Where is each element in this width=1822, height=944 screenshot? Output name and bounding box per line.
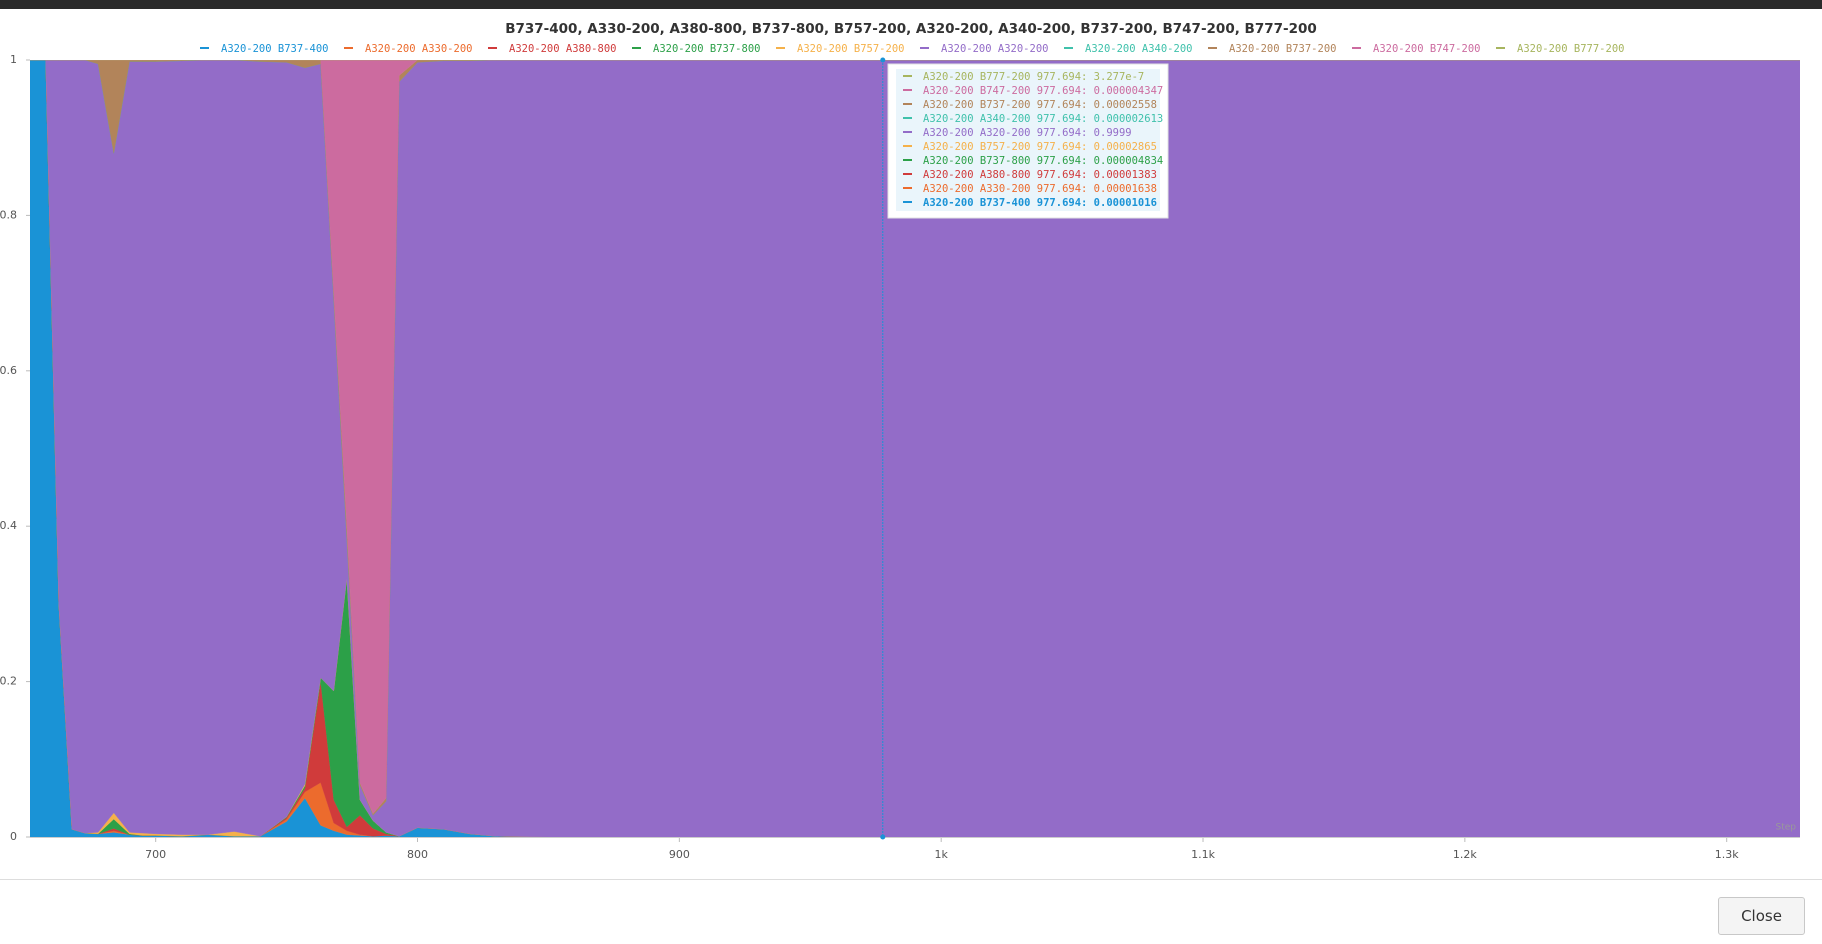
legend-label: A320-200 A320-200 [941, 43, 1048, 55]
y-tick-label: 0.4 [0, 519, 17, 532]
tooltip-row: A320-200 B737-800 977.694: 0.000004834 [923, 155, 1163, 167]
tooltip-row: A320-200 B777-200 977.694: 3.277e-7 [923, 71, 1144, 83]
x-tick-label: 900 [669, 848, 690, 861]
close-button[interactable]: Close [1718, 897, 1805, 935]
x-axis-label: Step [1776, 823, 1797, 833]
legend-label: A320-200 B737-200 [1229, 43, 1336, 55]
tooltip-row: A320-200 B737-200 977.694: 0.00002558 [923, 99, 1157, 111]
legend-label: A320-200 B737-800 [653, 43, 760, 55]
y-tick-label: 0.2 [0, 675, 17, 688]
tooltip-row: A320-200 A320-200 977.694: 0.9999 [923, 127, 1132, 139]
hover-dot [880, 834, 886, 840]
legend-label: A320-200 B737-400 [221, 43, 328, 55]
legend-label: A320-200 A340-200 [1085, 43, 1192, 55]
legend-label: A320-200 B777-200 [1517, 43, 1624, 55]
y-tick-label: 0.8 [0, 208, 17, 221]
y-tick-label: 0.6 [0, 364, 17, 377]
legend-label: A320-200 A380-800 [509, 43, 616, 55]
x-tick-label: 1.2k [1453, 848, 1477, 861]
tooltip-row: A320-200 B757-200 977.694: 0.00002865 [923, 141, 1157, 153]
tooltip-row: A320-200 A340-200 977.694: 0.000002613 [923, 113, 1163, 125]
y-tick-label: 0 [10, 830, 17, 843]
area-series [30, 60, 1800, 816]
tooltip-row: A320-200 A330-200 977.694: 0.00001638 [923, 183, 1157, 195]
area-series [30, 60, 1800, 815]
chart-title: B737-400, A330-200, A380-800, B737-800, … [505, 21, 1317, 37]
tooltip-row: A320-200 B737-400 977.694: 0.00001016 [923, 197, 1157, 209]
tooltip-row: A320-200 B747-200 977.694: 0.000004347 [923, 85, 1163, 97]
legend-label: A320-200 B757-200 [797, 43, 904, 55]
tooltip-row: A320-200 A380-800 977.694: 0.00001383 [923, 169, 1157, 181]
chart: B737-400, A330-200, A380-800, B737-800, … [0, 0, 1822, 880]
x-tick-label: 1.1k [1191, 848, 1215, 861]
x-tick-label: 800 [407, 848, 428, 861]
legend-label: A320-200 B747-200 [1373, 43, 1480, 55]
x-tick-label: 1k [934, 848, 948, 861]
plot-area [30, 60, 1800, 837]
y-tick-label: 1 [10, 53, 17, 66]
top-bar [0, 0, 1822, 9]
x-tick-label: 700 [145, 848, 166, 861]
hover-dot [880, 57, 886, 63]
tooltip-rows-bg [896, 69, 1160, 211]
legend-label: A320-200 A330-200 [365, 43, 472, 55]
x-tick-label: 1.3k [1715, 848, 1739, 861]
